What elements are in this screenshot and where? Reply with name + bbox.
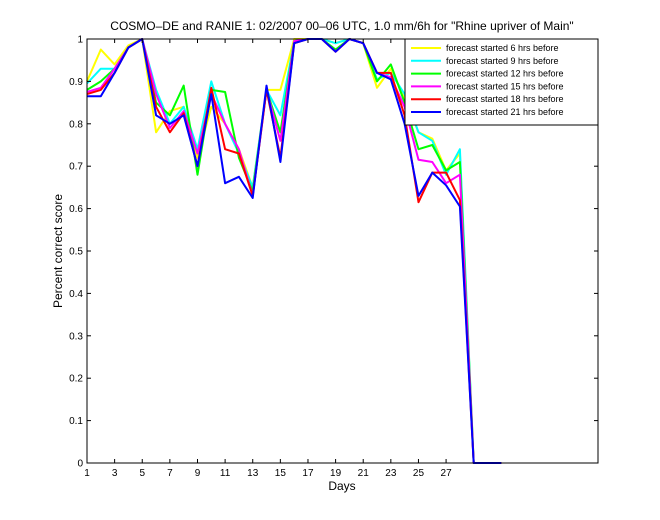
- y-tick-label: 0.7: [69, 162, 83, 173]
- x-tick-label: 21: [358, 468, 370, 479]
- legend-label: forecast started 21 hrs before: [446, 107, 564, 117]
- x-tick-label: 5: [139, 468, 145, 479]
- legend-label: forecast started 6 hrs before: [446, 43, 559, 53]
- y-tick-label: 0.1: [69, 416, 83, 427]
- legend-label: forecast started 15 hrs before: [446, 81, 564, 91]
- y-tick-label: 0.2: [69, 374, 83, 385]
- y-tick-label: 0: [77, 459, 83, 470]
- legend: forecast started 6 hrs before forecast st…: [404, 38, 599, 126]
- x-tick-label: 7: [167, 468, 173, 479]
- x-tick-label: 15: [275, 468, 287, 479]
- x-tick-label: 11: [220, 468, 231, 479]
- legend-label: forecast started 9 hrs before: [446, 56, 559, 66]
- y-tick-label: 0.6: [69, 204, 83, 215]
- legend-box: [404, 38, 599, 126]
- legend-label: forecast started 18 hrs before: [446, 94, 564, 104]
- chart-title: COSMO–DE and RANIE 1: 02/2007 00–06 UTC,…: [110, 19, 573, 33]
- legend-label: forecast started 12 hrs before: [446, 69, 564, 79]
- y-tick-label: 0.5: [69, 247, 83, 258]
- axis-layer: 1 3 5 7 9 11 13 15 17 19 21 23 25 2700.10.20.30.40.50…: [69, 35, 598, 479]
- series-line-6: [87, 38, 502, 464]
- series-layer: [86, 38, 502, 464]
- x-tick-label: 17: [302, 468, 314, 479]
- x-tick-label: 23: [385, 468, 397, 479]
- y-tick-label: 0.8: [69, 119, 83, 130]
- x-tick-label: 1: [84, 468, 90, 479]
- y-tick-label: 0.4: [69, 289, 83, 300]
- y-axis-label: Percent correct score: [51, 194, 65, 308]
- y-tick-label: 0.9: [69, 77, 83, 88]
- x-tick-label: 13: [247, 468, 259, 479]
- y-tick-label: 1: [77, 35, 83, 46]
- y-tick-label: 0.3: [69, 331, 83, 342]
- x-tick-label: 3: [112, 468, 118, 479]
- x-tick-label: 9: [195, 468, 201, 479]
- plot-frame: [86, 38, 599, 464]
- series-line-4: [86, 38, 502, 464]
- x-tick-label: 25: [413, 468, 425, 479]
- x-tick-label: 19: [330, 468, 342, 479]
- x-axis-label: Days: [328, 479, 355, 493]
- x-tick-label: 27: [441, 468, 453, 479]
